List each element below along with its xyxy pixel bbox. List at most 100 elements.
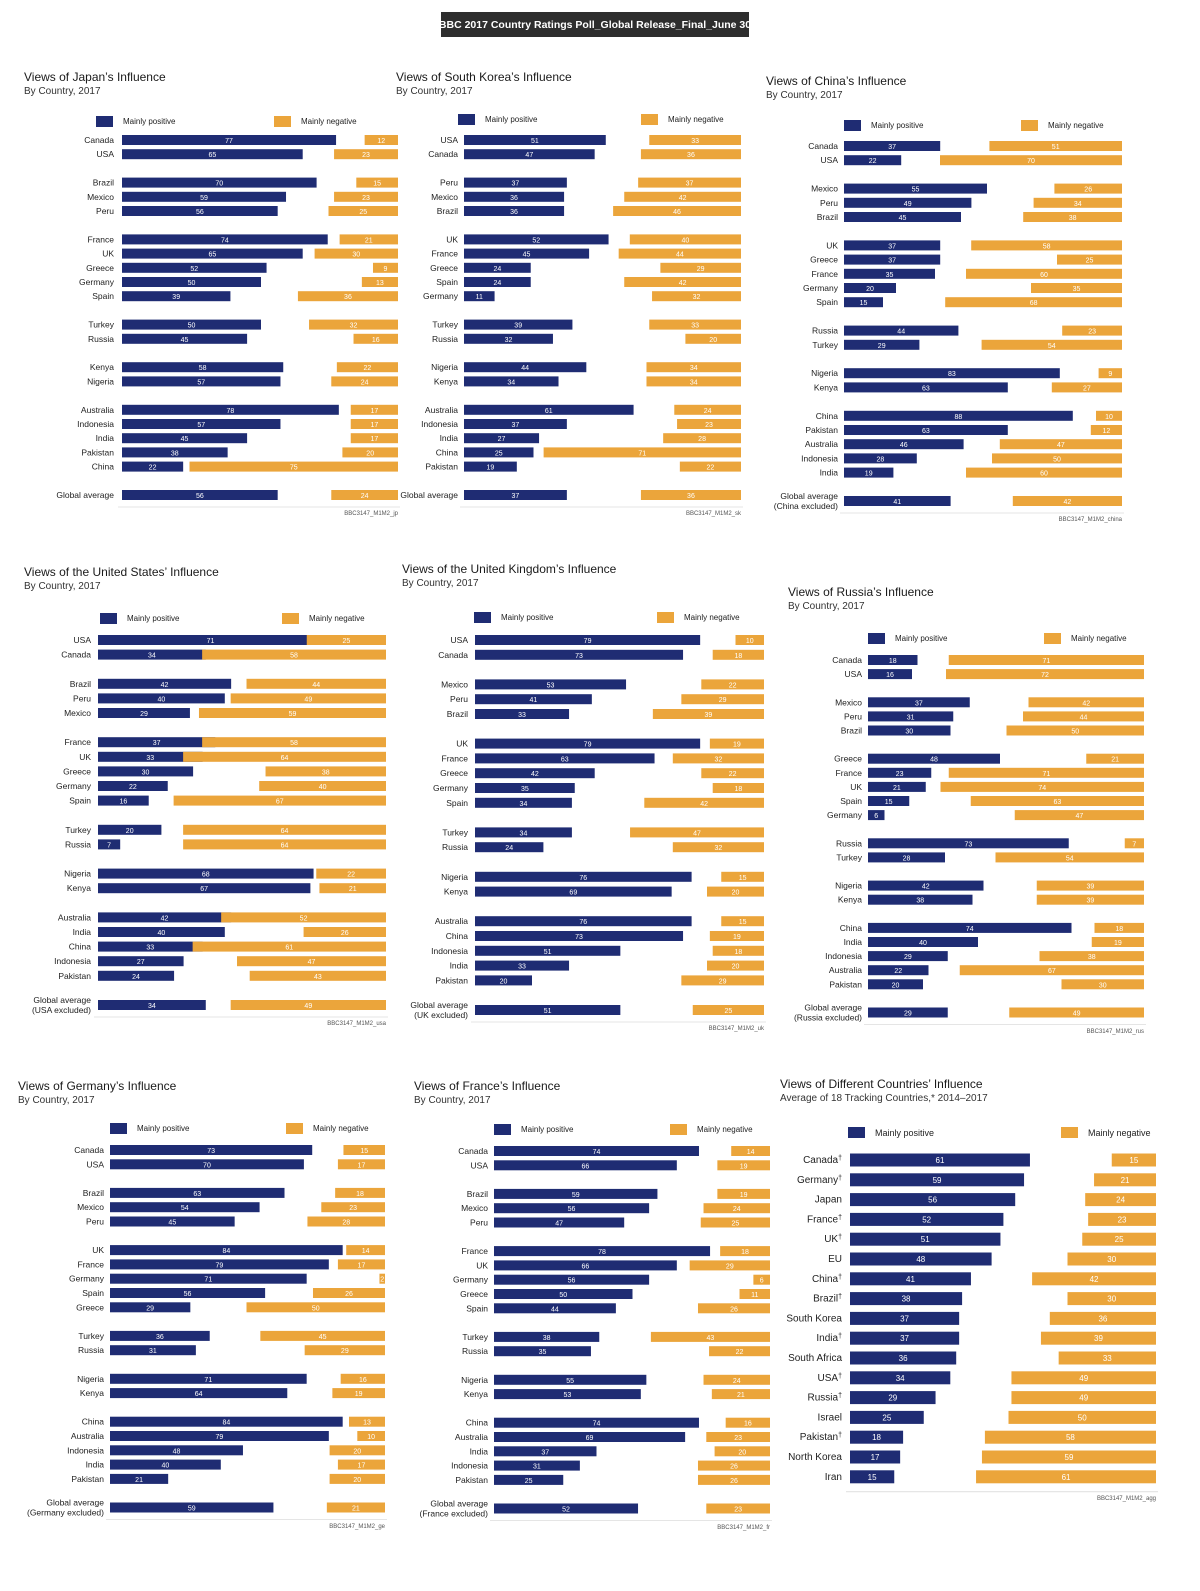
negative-bar — [959, 965, 1144, 976]
positive-bar — [868, 1007, 948, 1018]
negative-value: 17 — [358, 1463, 366, 1470]
negative-bar — [976, 1470, 1156, 1484]
positive-value: 22 — [129, 784, 137, 791]
negative-bar — [329, 1473, 385, 1484]
row-label: Mexico — [461, 1203, 488, 1213]
chart-panel-russia: Views of Russia’s Influence By Country, 2… — [788, 585, 1148, 1055]
row-label: Kenya — [838, 895, 862, 905]
negative-value: 44 — [676, 252, 684, 259]
positive-value: 70 — [215, 181, 223, 188]
positive-bar — [98, 956, 184, 967]
row-label: Pakistan — [805, 425, 838, 435]
positive-bar — [494, 1260, 677, 1271]
positive-value: 88 — [955, 414, 963, 421]
positive-value: 55 — [912, 187, 920, 194]
row-label: China — [840, 923, 862, 933]
positive-bar — [122, 191, 287, 202]
negative-bar — [307, 1216, 385, 1227]
row-label: Spain — [466, 1303, 488, 1313]
positive-value: 37 — [512, 493, 520, 500]
negative-bar — [329, 1445, 385, 1456]
positive-bar — [850, 1430, 904, 1444]
positive-bar — [844, 439, 964, 450]
row-label: North Korea — [788, 1452, 842, 1463]
negative-value: 18 — [734, 653, 742, 660]
chart-subtitle: By Country, 2017 — [24, 581, 101, 592]
negative-bar — [350, 433, 398, 444]
negative-value: 36 — [344, 294, 352, 301]
positive-bar — [110, 1145, 313, 1155]
negative-value: 23 — [734, 1507, 742, 1514]
positive-bar — [110, 1216, 235, 1227]
row-label: Australia — [829, 965, 862, 975]
positive-bar — [850, 1272, 971, 1286]
row-label: Global average — [410, 1000, 468, 1010]
positive-bar — [475, 886, 672, 897]
row-label: Russia — [88, 334, 114, 344]
legend-swatch-positive — [844, 120, 861, 131]
row-label: Brazil — [447, 709, 468, 719]
positive-value: 37 — [888, 258, 896, 265]
negative-bar — [379, 1273, 385, 1284]
positive-value: 51 — [921, 1235, 930, 1244]
negative-value: 17 — [370, 408, 378, 415]
positive-bar — [868, 753, 1000, 764]
negative-value: 23 — [1088, 329, 1096, 336]
negative-bar — [1094, 1173, 1156, 1187]
positive-value: 33 — [518, 712, 526, 719]
positive-value: 20 — [892, 982, 900, 989]
positive-bar — [98, 693, 225, 704]
row-label: Mexico — [441, 679, 468, 689]
negative-bar — [1040, 1331, 1156, 1345]
positive-bar — [122, 262, 267, 273]
positive-value: 51 — [544, 1008, 552, 1015]
row-label: UK — [79, 752, 91, 762]
row-label: Greece — [460, 1289, 488, 1299]
chart-subtitle: By Country, 2017 — [18, 1095, 95, 1106]
positive-bar — [110, 1502, 274, 1513]
negative-value: 47 — [308, 959, 316, 966]
positive-bar — [850, 1371, 951, 1385]
row-label: Brazil — [817, 212, 838, 222]
positive-bar — [868, 767, 932, 778]
positive-bar — [475, 931, 684, 941]
legend-swatch-positive — [868, 633, 885, 644]
positive-bar — [868, 838, 1069, 849]
positive-value: 34 — [896, 1374, 905, 1383]
row-label: Turkey — [88, 320, 114, 330]
row-label: UK — [102, 249, 114, 259]
legend-swatch-negative — [286, 1123, 303, 1134]
chart-title: Views of the United States’ Influence — [24, 565, 219, 579]
positive-bar — [475, 945, 621, 956]
positive-bar — [110, 1373, 307, 1384]
positive-value: 65 — [208, 152, 216, 159]
negative-value: 24 — [733, 1206, 741, 1213]
row-label: Indonesia — [825, 951, 862, 961]
row-label: Russia — [462, 1346, 488, 1356]
negative-value: 24 — [361, 379, 369, 386]
positive-value: 56 — [196, 493, 204, 500]
row-label: Spain — [816, 297, 838, 307]
negative-value: 38 — [1069, 215, 1077, 222]
legend-swatch-positive — [458, 114, 475, 125]
row-label: Pakistan — [829, 979, 862, 989]
negative-value: 25 — [724, 1008, 732, 1015]
row-label: USA — [97, 149, 115, 159]
positive-value: 32 — [505, 337, 513, 344]
negative-value: 63 — [1053, 799, 1061, 806]
negative-bar — [1023, 212, 1122, 222]
row-label: France — [462, 1246, 489, 1256]
positive-bar — [98, 737, 216, 748]
row-label: Nigeria — [835, 881, 862, 891]
positive-bar — [850, 1193, 1016, 1207]
legend-label-negative: Mainly negative — [684, 613, 740, 622]
positive-value: 20 — [866, 286, 874, 293]
negative-value: 49 — [304, 1003, 312, 1010]
positive-value: 68 — [202, 872, 210, 879]
negative-bar — [1124, 838, 1144, 849]
dagger-mark: † — [838, 1234, 842, 1241]
legend-swatch-negative — [1021, 120, 1038, 131]
positive-value: 74 — [593, 1149, 601, 1156]
negative-value: 39 — [1094, 1334, 1103, 1343]
negative-value: 16 — [372, 337, 380, 344]
